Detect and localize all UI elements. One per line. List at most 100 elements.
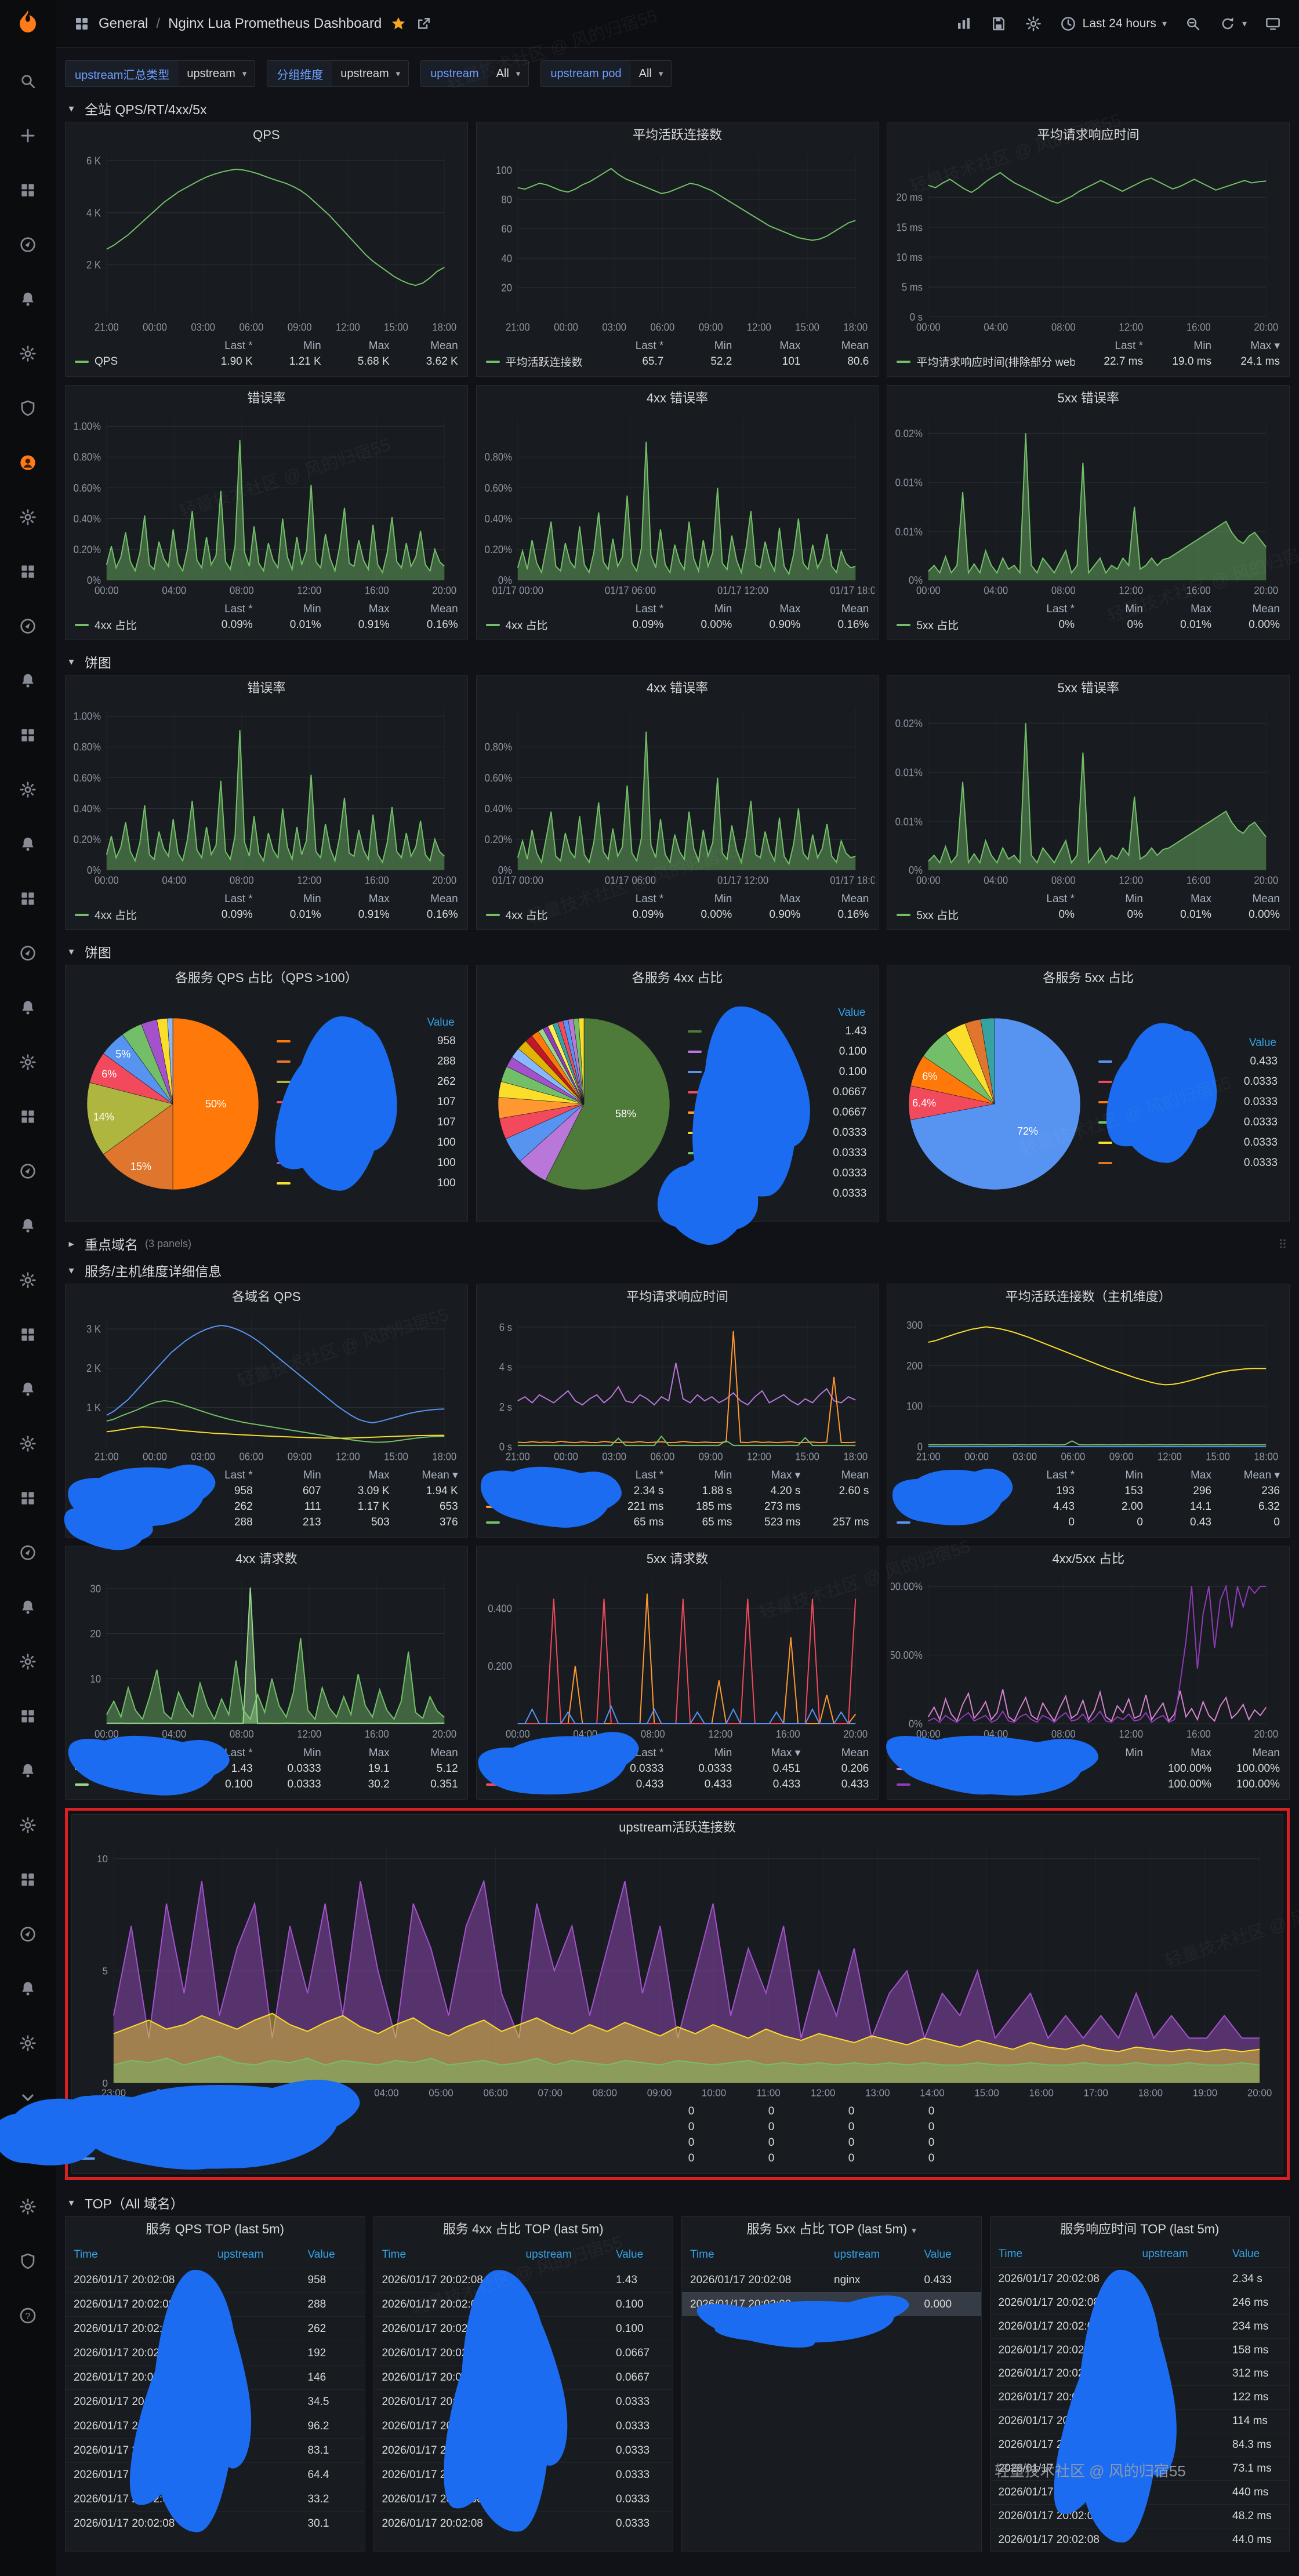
sidebar-item-bell[interactable]	[19, 671, 37, 690]
legend-item[interactable]: 0.433	[1098, 1053, 1278, 1070]
legend-column-header[interactable]: Max	[368, 339, 390, 352]
legend-column-header[interactable]: Min	[714, 602, 732, 615]
zoom-out-button[interactable]	[1184, 15, 1202, 32]
sidebar-item-grid[interactable]	[19, 1489, 37, 1507]
table-column-header[interactable]: Time	[74, 2248, 98, 2261]
legend-column-header[interactable]: Min	[1193, 339, 1211, 352]
table-column-header[interactable]: upstream	[834, 2248, 880, 2261]
legend-item[interactable]: 0.0667	[687, 1084, 866, 1100]
legend-item[interactable]: 0.0333	[1098, 1155, 1278, 1171]
legend-item[interactable]: 0.0333	[1098, 1094, 1278, 1110]
sidebar-item-grid[interactable]	[19, 1870, 37, 1889]
legend-series-name[interactable]	[485, 1783, 596, 1786]
legend-column-header[interactable]: Max	[779, 339, 801, 352]
legend-series-name[interactable]: QPS	[75, 355, 184, 368]
sidebar-item-compass[interactable]	[19, 1925, 37, 1943]
table-column-header[interactable]: Value	[307, 2248, 335, 2261]
legend-column-header[interactable]: Last *	[635, 339, 664, 352]
sidebar-item-gear[interactable]	[19, 2034, 37, 2052]
legend-column-header[interactable]: Min	[1125, 602, 1143, 615]
legend-column-header[interactable]: Last *	[224, 339, 253, 352]
chart-area[interactable]: 0 s 5 ms 10 ms 15 ms 20 ms 00:00 04:00 08:00 12:…	[887, 148, 1289, 336]
section-header-overview[interactable]: ▾ 全站 QPS/RT/4xx/5x	[65, 95, 1290, 122]
filter-value-select[interactable]: All ▾	[496, 67, 521, 80]
add-panel-button[interactable]	[955, 15, 973, 32]
sidebar-item-grid[interactable]	[19, 1707, 37, 1725]
legend-column-header[interactable]: Max	[1191, 1469, 1211, 1481]
table-column-header[interactable]: Value	[1232, 2248, 1260, 2261]
sidebar-item-shield[interactable]	[19, 2143, 37, 2161]
legend-item[interactable]: 107	[277, 1114, 456, 1131]
panel-title[interactable]: 4xx/5xx 占比	[1052, 1552, 1125, 1566]
section-header-detail[interactable]: ▾ 服务/主机维度详细信息	[65, 1257, 1290, 1284]
sidebar-item-shield[interactable]	[19, 399, 37, 417]
chart-area[interactable]: 0% 0.01% 0.01% 0.02% 00:00 04:00 08:00 12:00 16:…	[887, 701, 1289, 889]
sidebar-item-grid[interactable]	[19, 726, 37, 744]
legend-series-name[interactable]	[81, 2157, 614, 2160]
panel-title[interactable]: 服务 QPS TOP (last 5m)	[146, 2222, 284, 2236]
legend-column-header[interactable]: Min	[303, 892, 321, 905]
sidebar-item-bell[interactable]	[19, 835, 37, 853]
legend-column-header[interactable]: Min	[714, 1469, 732, 1481]
legend-item[interactable]: 0.0333	[687, 1165, 866, 1182]
legend-column-header[interactable]: Last *	[1046, 892, 1075, 905]
sidebar-item-avatar[interactable]	[19, 453, 37, 472]
legend-item[interactable]: 100	[277, 1175, 456, 1191]
legend-item[interactable]: 0.0333	[1098, 1074, 1278, 1090]
legend-series-name[interactable]	[75, 1767, 184, 1770]
chart-area[interactable]: 0% 0.20% 0.40% 0.60% 0.80% 01/17 00:00 01/17 0…	[477, 701, 879, 889]
table-column-header[interactable]: upstream	[1142, 2248, 1188, 2261]
legend-series-name[interactable]	[485, 1489, 596, 1492]
sidebar-item-grid[interactable]	[19, 1107, 37, 1126]
legend-column-header[interactable]: Min	[714, 339, 732, 352]
panel-title[interactable]: 5xx 错误率	[1057, 391, 1119, 405]
legend-item[interactable]: 1.43	[687, 1023, 866, 1040]
table-column-header[interactable]: Time	[382, 2248, 407, 2261]
legend-series-name[interactable]	[897, 1505, 1006, 1508]
legend-column-header[interactable]: Mean	[841, 1469, 869, 1481]
dashboard-title[interactable]: Nginx Lua Prometheus Dashboard	[168, 15, 382, 31]
chart-area[interactable]: 0% 0.20% 0.40% 0.60% 0.80% 1.00% 00:00 04:00 08:…	[66, 701, 467, 889]
panel-title[interactable]: 各服务 QPS 占比（QPS >100）	[175, 971, 358, 985]
legend-series-name[interactable]	[81, 2141, 614, 2144]
panel-title[interactable]: 平均请求响应时间	[626, 1289, 728, 1304]
legend-column-header[interactable]: Max ▾	[771, 1747, 801, 1759]
panel-title[interactable]: 服务 4xx 占比 TOP (last 5m)	[442, 2222, 604, 2236]
legend-series-name[interactable]	[897, 1767, 1006, 1770]
panel-title[interactable]: 平均请求响应时间	[1037, 128, 1140, 142]
sidebar-item-grid[interactable]	[19, 1325, 37, 1344]
sidebar-item-bell[interactable]	[19, 1761, 37, 1780]
legend-column-header[interactable]: Mean	[841, 1746, 869, 1759]
legend-series-name[interactable]	[897, 1783, 1006, 1786]
save-dashboard-button[interactable]	[990, 15, 1007, 32]
filter-2[interactable]: 分组维度 upstream ▾	[267, 60, 409, 87]
legend-column-header[interactable]: Last *	[224, 602, 253, 615]
legend-value-header[interactable]: Value	[427, 1016, 455, 1029]
filter-value-select[interactable]: upstream ▾	[187, 67, 247, 80]
sidebar-item-chevron-down[interactable]	[19, 2088, 37, 2107]
legend-item[interactable]: 0.100	[687, 1064, 866, 1080]
panel-title[interactable]: 5xx 错误率	[1057, 681, 1119, 695]
legend-series-name[interactable]	[485, 1521, 596, 1524]
legend-item[interactable]: 0.0333	[1098, 1135, 1278, 1151]
legend-column-header[interactable]: Min	[303, 339, 321, 352]
sidebar-item-gear[interactable]	[19, 1652, 37, 1671]
legend-value-header[interactable]: Value	[1249, 1037, 1276, 1049]
legend-column-header[interactable]: Last *	[1046, 602, 1075, 615]
legend-column-header[interactable]: Max	[779, 602, 801, 615]
sidebar-item-bell[interactable]	[19, 998, 37, 1017]
legend-column-header[interactable]: Min	[1125, 1746, 1143, 1759]
legend-column-header[interactable]: Max ▾	[1250, 340, 1280, 352]
sidebar-item-compass[interactable]	[19, 1162, 37, 1180]
legend-series-name[interactable]: 4xx 占比	[485, 907, 596, 922]
table-header[interactable]: Time upstream Value	[990, 2242, 1290, 2267]
sidebar-item-gear[interactable]	[19, 1271, 37, 1289]
panel-title[interactable]: 服务 5xx 占比 TOP (last 5m) ▾	[746, 2222, 916, 2236]
legend-column-header[interactable]: Last *	[635, 1746, 664, 1759]
legend-column-header[interactable]: Min	[1125, 892, 1143, 905]
table-column-header[interactable]: Time	[690, 2248, 714, 2261]
legend-series-name[interactable]	[75, 1521, 184, 1524]
sidebar-item-gear[interactable]	[19, 508, 37, 526]
panel-title[interactable]: 各服务 4xx 占比	[632, 971, 723, 985]
legend-column-header[interactable]: Mean	[1252, 892, 1280, 905]
